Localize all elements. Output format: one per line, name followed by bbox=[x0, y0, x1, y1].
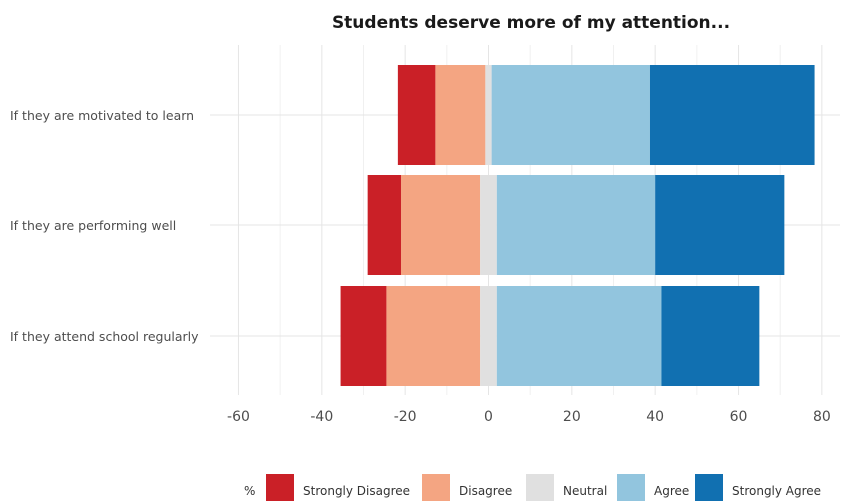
category-label: If they are performing well bbox=[10, 218, 176, 233]
x-tick-label: 40 bbox=[646, 409, 664, 425]
legend-label: Disagree bbox=[459, 484, 512, 498]
x-tick-label: -40 bbox=[310, 409, 333, 425]
legend-label: Strongly Agree bbox=[732, 484, 821, 498]
bar-agree bbox=[496, 175, 656, 275]
bar-disagree bbox=[386, 286, 481, 386]
category-labels: If they are motivated to learn If they ar… bbox=[10, 108, 199, 344]
bar-strongly-disagree bbox=[397, 65, 436, 165]
category-label: If they attend school regularly bbox=[10, 329, 199, 344]
bar-neutral bbox=[480, 175, 497, 275]
legend-title: % bbox=[244, 484, 255, 498]
legend-swatch-strongly-disagree bbox=[266, 474, 294, 501]
bars bbox=[340, 65, 815, 386]
x-tick-label: 0 bbox=[484, 409, 493, 425]
x-axis-tick-labels: -60 -40 -20 0 20 40 60 80 bbox=[227, 409, 831, 425]
bar-disagree bbox=[435, 65, 486, 165]
x-tick-label: 80 bbox=[813, 409, 831, 425]
bar-agree bbox=[496, 286, 662, 386]
category-label: If they are motivated to learn bbox=[10, 108, 194, 123]
bar-neutral bbox=[480, 286, 497, 386]
bar-strongly-agree bbox=[649, 65, 815, 165]
bar-strongly-agree bbox=[655, 175, 785, 275]
x-tick-label: 60 bbox=[730, 409, 748, 425]
x-tick-label: -60 bbox=[227, 409, 250, 425]
chart-title: Students deserve more of my attention... bbox=[332, 13, 730, 33]
bar-strongly-disagree bbox=[367, 175, 401, 275]
legend-swatch-strongly-agree bbox=[695, 474, 723, 501]
x-tick-label: 20 bbox=[563, 409, 581, 425]
bar-strongly-disagree bbox=[340, 286, 387, 386]
legend-label: Agree bbox=[654, 484, 689, 498]
legend-label: Strongly Disagree bbox=[303, 484, 410, 498]
bar-neutral bbox=[485, 65, 492, 165]
legend: % Strongly Disagree Disagree Neutral Agree S… bbox=[244, 474, 821, 501]
x-tick-label: -20 bbox=[394, 409, 417, 425]
legend-swatch-neutral bbox=[526, 474, 554, 501]
bar-agree bbox=[491, 65, 650, 165]
legend-label: Neutral bbox=[563, 484, 607, 498]
bar-strongly-agree bbox=[661, 286, 760, 386]
legend-swatch-disagree bbox=[422, 474, 450, 501]
legend-swatch-agree bbox=[617, 474, 645, 501]
bar-disagree bbox=[400, 175, 481, 275]
